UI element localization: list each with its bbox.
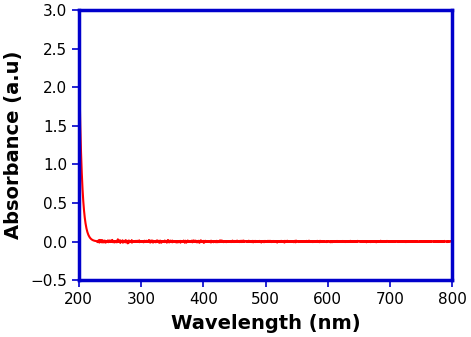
Y-axis label: Absorbance (a.u): Absorbance (a.u) <box>4 51 23 239</box>
X-axis label: Wavelength (nm): Wavelength (nm) <box>171 314 360 333</box>
